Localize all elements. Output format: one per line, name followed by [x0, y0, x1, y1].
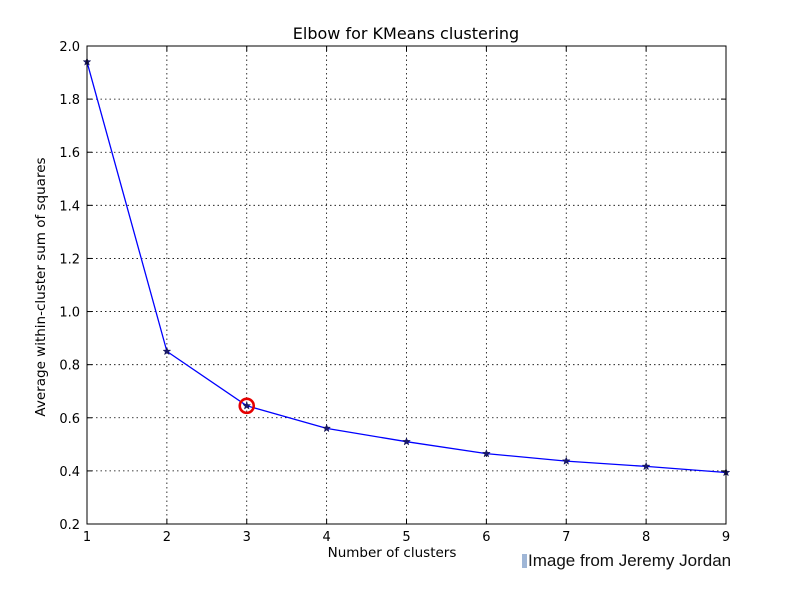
x-tick-label: 9: [722, 530, 730, 545]
y-tick-label: 1.2: [59, 252, 80, 267]
data-point-star: [561, 456, 571, 465]
grid: [86, 45, 727, 525]
y-tick-label: 1.0: [59, 306, 80, 321]
y-tick-label: 1.4: [59, 199, 80, 214]
y-tick-label: 0.2: [59, 518, 80, 533]
image-credit: Image from Jeremy Jordan: [522, 551, 731, 571]
x-axis-label: Number of clusters: [328, 545, 457, 561]
y-tick-label: 0.8: [59, 359, 80, 374]
data-point-star: [402, 437, 411, 446]
elbow-highlight: [238, 397, 256, 415]
x-tick-label: 6: [482, 530, 490, 545]
text-cursor-icon: [522, 554, 527, 568]
elbow-highlight-circle: [238, 397, 256, 415]
x-tick-label: 5: [402, 530, 410, 545]
chart-title: Elbow for KMeans clustering: [293, 24, 519, 43]
credit-text: Image from Jeremy Jordan: [528, 551, 732, 570]
x-tick-label: 4: [322, 530, 330, 545]
data-point-star: [322, 423, 331, 433]
data-point-star: [641, 461, 651, 471]
y-tick-label: 1.8: [59, 93, 80, 108]
x-tick-label: 7: [562, 530, 570, 545]
y-tick-label: 0.4: [59, 465, 80, 480]
y-tick-label: 0.6: [59, 412, 80, 427]
y-axis-label: Average within-cluster sum of squares: [33, 157, 49, 416]
axis-ticks: 1 2 3 4 5 6 7 8 9 0.2 0.4 0.6 0.8 1.0 1.2 1.4 1.6 1.8 2.0: [59, 40, 730, 545]
x-tick-label: 1: [83, 530, 91, 545]
data-point-star: [162, 346, 172, 356]
data-point-star: [242, 401, 252, 410]
x-tick-label: 3: [243, 530, 251, 545]
y-tick-label: 1.6: [59, 146, 80, 161]
x-tick-label: 8: [642, 530, 650, 545]
y-tick-label: 2.0: [59, 40, 80, 55]
x-tick-label: 2: [163, 530, 171, 545]
data-point-star: [482, 449, 491, 458]
